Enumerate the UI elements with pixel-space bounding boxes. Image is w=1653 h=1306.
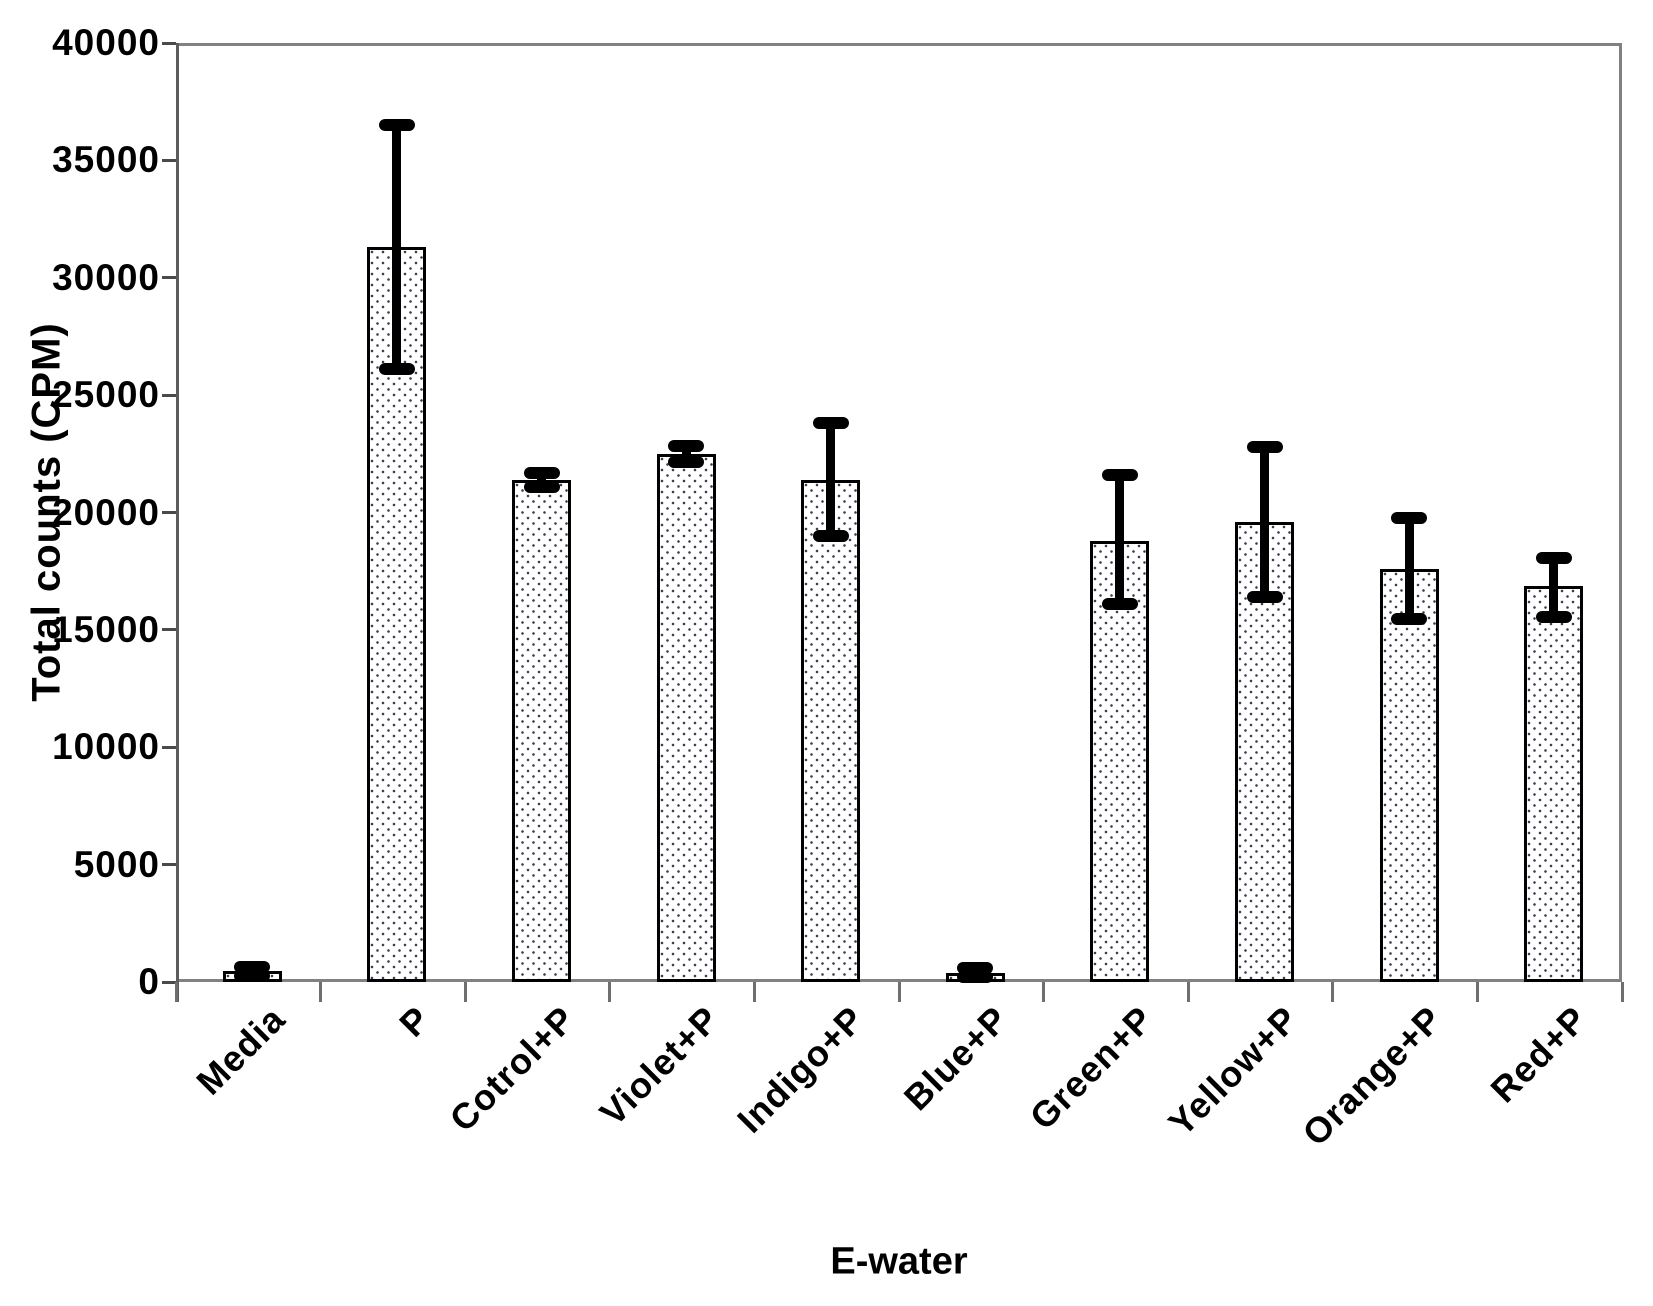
y-axis-tick-label: 5000 bbox=[73, 843, 160, 885]
y-axis-tick-label: 40000 bbox=[52, 22, 160, 63]
error-bar-cap-bottom bbox=[1535, 610, 1572, 623]
error-bar-line bbox=[1404, 518, 1414, 620]
bar-green-p bbox=[1090, 540, 1150, 982]
error-bar-cap-bottom bbox=[1391, 613, 1428, 626]
error-bar-cap-top bbox=[957, 961, 994, 974]
error-bar-cap-bottom bbox=[668, 456, 705, 469]
error-bar-cap-top bbox=[234, 960, 271, 973]
error-bar-cap-bottom bbox=[812, 529, 849, 542]
x-category-label: Violet+P bbox=[591, 998, 728, 1134]
error-bar-line bbox=[1115, 474, 1125, 605]
error-bar-cap-bottom bbox=[957, 971, 994, 984]
bar-red-p bbox=[1524, 586, 1584, 982]
x-axis-tick bbox=[174, 982, 178, 1002]
error-bar-cap-top bbox=[523, 466, 560, 479]
error-bar-line bbox=[681, 445, 691, 463]
bar-orange-p bbox=[1379, 568, 1439, 982]
error-bar-cap-top bbox=[1246, 440, 1283, 453]
x-category-label: Indigo+P bbox=[728, 998, 872, 1141]
y-axis-tick-label: 15000 bbox=[52, 608, 160, 650]
x-axis-tick bbox=[1042, 982, 1046, 1002]
bar-violet-p bbox=[656, 453, 716, 982]
y-axis-tick bbox=[162, 511, 176, 514]
error-bar-cap-top bbox=[668, 439, 705, 452]
error-bar-cap-top bbox=[1535, 552, 1572, 565]
x-axis-tick bbox=[463, 982, 467, 1002]
y-axis-tick-label: 25000 bbox=[52, 374, 160, 416]
error-bar-line bbox=[1260, 446, 1269, 597]
error-bar-cap-top bbox=[1101, 468, 1138, 481]
x-category-label: Yellow+P bbox=[1159, 998, 1306, 1144]
error-bar-line bbox=[1549, 558, 1559, 617]
bar-indigo-p bbox=[801, 479, 861, 982]
error-bar-line bbox=[537, 472, 546, 487]
y-axis-tick bbox=[162, 41, 176, 45]
y-axis-tick-label: 0 bbox=[138, 961, 160, 1002]
x-axis-tick bbox=[1331, 982, 1335, 1002]
y-axis-tick bbox=[162, 863, 176, 867]
y-axis-tick bbox=[162, 276, 176, 280]
x-category-label: P bbox=[391, 998, 438, 1045]
x-axis-tick bbox=[897, 982, 901, 1002]
x-axis-tick bbox=[319, 982, 323, 1002]
y-axis-tick bbox=[162, 628, 176, 632]
y-axis-tick bbox=[162, 393, 176, 397]
bar-cotrol-p bbox=[512, 479, 571, 982]
error-bar-cap-top bbox=[1391, 512, 1428, 525]
error-bar-cap-top bbox=[812, 417, 849, 430]
error-bar-line bbox=[392, 125, 402, 370]
error-bar-cap-bottom bbox=[378, 363, 415, 376]
error-bar-cap-bottom bbox=[1246, 591, 1283, 603]
error-bar-cap-top bbox=[378, 119, 415, 132]
y-axis-tick-label: 30000 bbox=[52, 256, 160, 298]
x-axis-tick bbox=[752, 982, 756, 1002]
x-axis-tick bbox=[608, 982, 612, 1002]
y-axis-tick bbox=[162, 158, 176, 162]
y-axis-line bbox=[176, 43, 179, 1002]
y-axis-tick-label: 20000 bbox=[52, 491, 160, 533]
y-axis-tick-label: 10000 bbox=[52, 726, 160, 768]
x-axis-title: E-water bbox=[830, 1240, 968, 1283]
y-axis-tick-label: 35000 bbox=[52, 139, 160, 181]
error-bar-line bbox=[826, 423, 836, 536]
x-axis-tick bbox=[1475, 982, 1479, 1002]
x-axis-tick bbox=[1620, 982, 1624, 1002]
x-category-label: Green+P bbox=[1021, 998, 1161, 1138]
error-bar-cap-bottom bbox=[523, 480, 560, 493]
x-axis-tick bbox=[1186, 982, 1190, 1002]
x-category-label: Cotrol+P bbox=[441, 998, 583, 1140]
y-axis-tick bbox=[162, 980, 176, 984]
x-category-label: Blue+P bbox=[896, 998, 1017, 1119]
x-category-label: Media bbox=[188, 998, 294, 1103]
error-bar-cap-bottom bbox=[1101, 598, 1138, 611]
x-category-label: Orange+P bbox=[1294, 998, 1451, 1154]
x-category-label: Red+P bbox=[1482, 998, 1595, 1111]
error-bar-cap-bottom bbox=[234, 970, 271, 983]
y-axis-tick bbox=[162, 745, 176, 749]
